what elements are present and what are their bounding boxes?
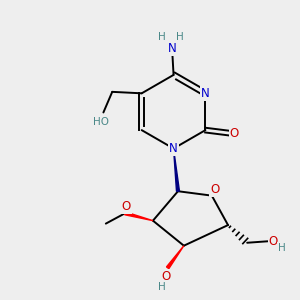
Text: H: H	[278, 243, 286, 253]
Text: O: O	[268, 235, 278, 248]
Polygon shape	[167, 246, 184, 268]
Polygon shape	[174, 148, 179, 191]
Text: N: N	[168, 42, 176, 55]
Text: HO: HO	[93, 117, 109, 127]
Polygon shape	[124, 212, 153, 221]
Text: O: O	[122, 200, 131, 213]
Text: O: O	[230, 127, 239, 140]
Text: N: N	[201, 87, 210, 100]
Text: O: O	[210, 183, 219, 196]
Text: O: O	[162, 270, 171, 283]
Text: H: H	[158, 282, 166, 292]
Text: H: H	[158, 32, 166, 42]
Text: N: N	[169, 142, 178, 155]
Text: H: H	[176, 32, 184, 42]
